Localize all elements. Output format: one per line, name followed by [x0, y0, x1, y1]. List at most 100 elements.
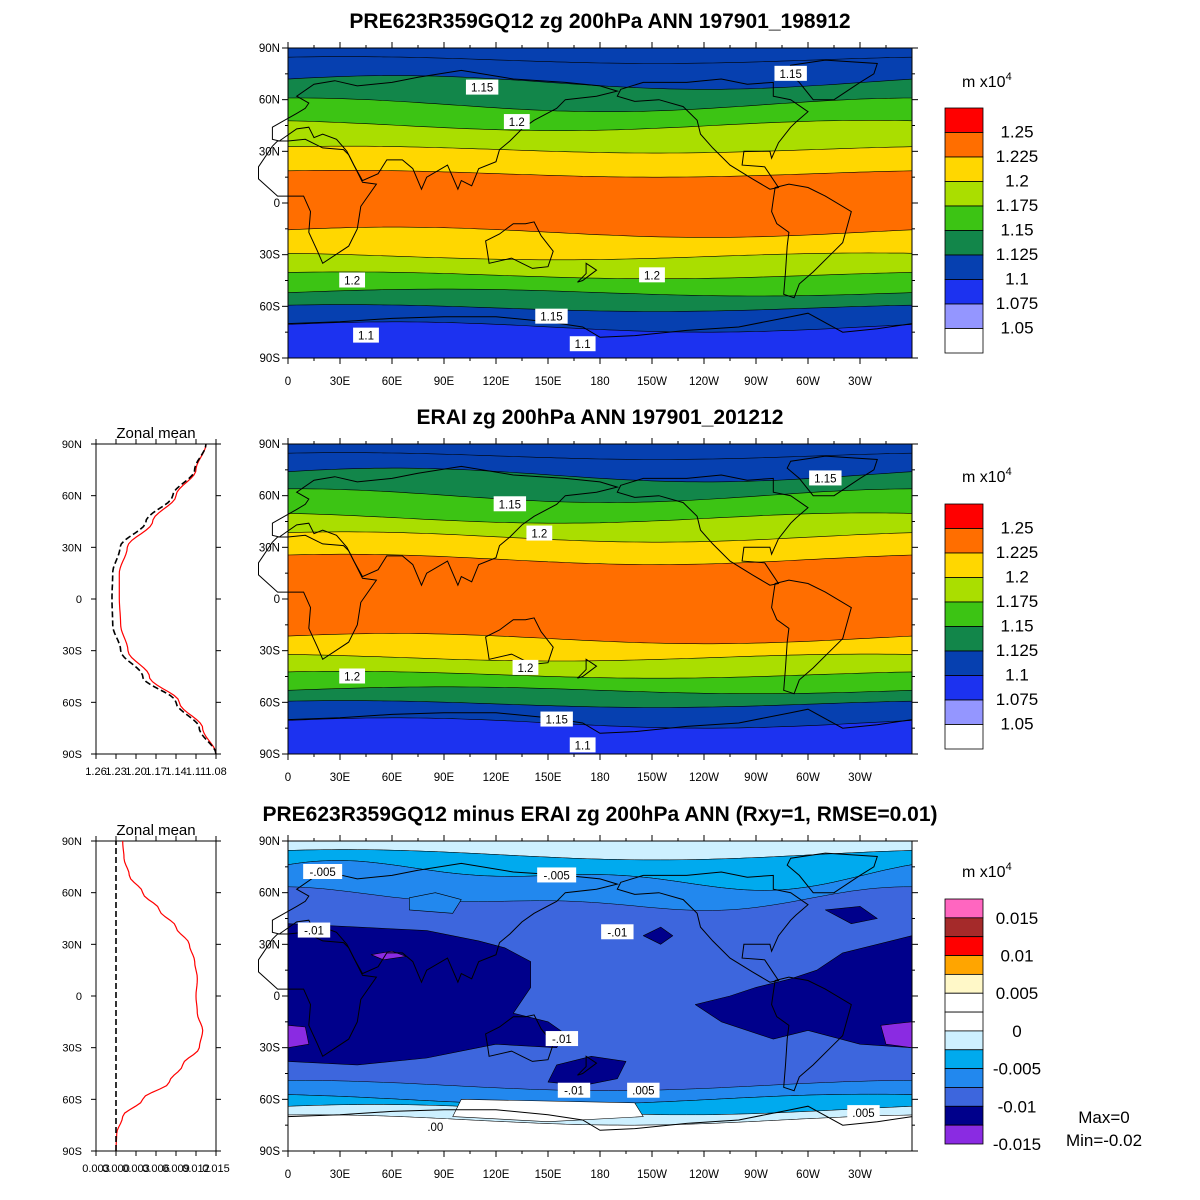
lat-tick-label: 90N: [259, 836, 280, 848]
contour-label-box: [774, 65, 807, 81]
panel-title: PRE623R359GQ12 zg 200hPa ANN 197901_1989…: [349, 10, 850, 33]
coastline: [786, 852, 878, 894]
lon-tick-label: 150E: [535, 1169, 562, 1181]
contour-label-box: [526, 525, 553, 541]
colorbar-box: [944, 650, 984, 676]
zm-lat-tick-label: 90S: [62, 749, 82, 761]
colorbar-box: [944, 577, 984, 603]
lat-tick-label: 60N: [259, 95, 280, 107]
contour-label: 1.15: [545, 715, 567, 727]
panel-title: ERAI zg 200hPa ANN 197901_201212: [417, 406, 784, 429]
colorbar-box: [944, 1124, 984, 1145]
colorbar-box: [944, 1068, 984, 1088]
colorbar-box: [944, 1105, 984, 1126]
lon-tick-label: 30E: [330, 376, 351, 388]
colorbar-label: 1.1: [1005, 270, 1029, 289]
colorbar-label: 1.1: [1005, 666, 1029, 685]
zm-x-tick-label: 0.006: [142, 1163, 170, 1175]
lat-tick-label: 60S: [260, 1094, 281, 1106]
colorbar-box: [944, 973, 984, 994]
zm-x-tick-label: 1.11: [186, 766, 207, 778]
panel-2: ERAI zg 200hPa ANN 197901_201212 1.15 1.15…: [62, 406, 1038, 784]
coastline: [771, 976, 852, 1092]
lon-tick-label: 120E: [483, 376, 510, 388]
colorbar-box: [944, 699, 984, 725]
lat-tick-label: 90N: [259, 439, 280, 451]
contour-label: 1.15: [814, 473, 836, 485]
zm-x-tick-label: 0.003: [122, 1163, 150, 1175]
unit-base: m x10: [962, 74, 1006, 91]
zm-lat-tick-label: 30N: [62, 939, 82, 951]
lon-tick-label: 150W: [637, 772, 667, 784]
contour-line: [287, 633, 913, 645]
colorbar-label: 1.075: [996, 690, 1039, 709]
lon-tick-label: 60W: [796, 376, 820, 388]
colorbar-box: [944, 279, 984, 305]
colorbar-box: [944, 1011, 984, 1032]
zonal-mean-model-line: [118, 443, 217, 755]
colorbar-box: [944, 898, 984, 919]
contour-label: 1.1: [575, 740, 591, 752]
lon-tick-label: 90W: [744, 772, 768, 784]
contour-label: .00: [427, 1122, 443, 1134]
colorbar-box: [944, 955, 984, 975]
zm-lat-tick-label: 60N: [62, 888, 82, 900]
unit-base: m x10: [962, 864, 1006, 881]
colorbar-box: [944, 552, 984, 578]
lon-tick-label: 90E: [434, 772, 455, 784]
contour-line: [287, 553, 913, 565]
contour-label: 1.2: [517, 663, 533, 675]
lat-tick-label: 60S: [260, 301, 281, 313]
zm-lat-tick-label: 30S: [62, 1043, 82, 1055]
contour-line: [287, 120, 913, 131]
colorbar-box: [944, 917, 984, 938]
contour-line: [288, 488, 913, 503]
zm-lat-tick-label: 90S: [62, 1146, 82, 1158]
stat-max: Max=0: [1078, 1108, 1130, 1127]
colorbar-label: 0.01: [1000, 947, 1033, 966]
colorbar-box: [944, 132, 984, 158]
contour-line: [287, 653, 913, 662]
coastline: [258, 534, 378, 661]
colorbar-label: 1.25: [1000, 123, 1033, 142]
contour-line: [287, 321, 913, 333]
colorbar: 0.015 0.01 0.005 0 -0.005 -0.01 -0.015 m x104: [944, 861, 1041, 1154]
unit-exponent: 4: [1006, 466, 1012, 478]
lat-tick-label: 30S: [260, 646, 281, 658]
contour-label-box: [503, 114, 530, 130]
contour-label: 1.15: [471, 83, 493, 95]
colorbar-label: 1.15: [1000, 617, 1033, 636]
contour-label: -.005: [310, 867, 336, 879]
contour-line: [287, 56, 913, 64]
colorbar-box: [944, 503, 984, 529]
panel-title: PRE623R359GQ12 minus ERAI zg 200hPa ANN …: [263, 803, 938, 826]
panel-1: PRE623R359GQ12 zg 200hPa ANN 197901_1989…: [258, 10, 1039, 388]
contour-label-box: [809, 470, 842, 486]
contour-label-box: [465, 79, 499, 95]
contour-label-box: [537, 867, 577, 883]
colorbar-label: 1.2: [1005, 172, 1029, 191]
colorbar-box: [944, 328, 984, 354]
contour-label-box: [512, 659, 539, 675]
coastline-antarctica: [287, 312, 913, 338]
contour-line: [287, 271, 913, 280]
contour-label: .005: [852, 1108, 874, 1120]
lon-tick-label: 60W: [796, 772, 820, 784]
zm-x-tick-label: 0.009: [162, 1163, 190, 1175]
zm-x-tick-label: 0.012: [182, 1163, 210, 1175]
contour-label-box: [601, 924, 634, 940]
lon-tick-label: 30W: [848, 376, 872, 388]
zm-lat-tick-label: 60S: [62, 1094, 82, 1106]
colorbar-label: 1.125: [996, 245, 1039, 264]
contour-label: 1.15: [779, 69, 801, 81]
coastline: [485, 221, 554, 269]
coastline: [577, 658, 598, 679]
coastline: [616, 78, 809, 190]
zm-lat-tick-label: 90N: [62, 836, 82, 848]
diff-region: [408, 892, 462, 914]
coastline-antarctica: [287, 1105, 913, 1131]
lon-tick-label: 90E: [434, 1169, 455, 1181]
lon-tick-label: 60E: [382, 772, 403, 784]
lon-tick-label: 0: [285, 772, 291, 784]
contour-label-box: [627, 1082, 660, 1098]
